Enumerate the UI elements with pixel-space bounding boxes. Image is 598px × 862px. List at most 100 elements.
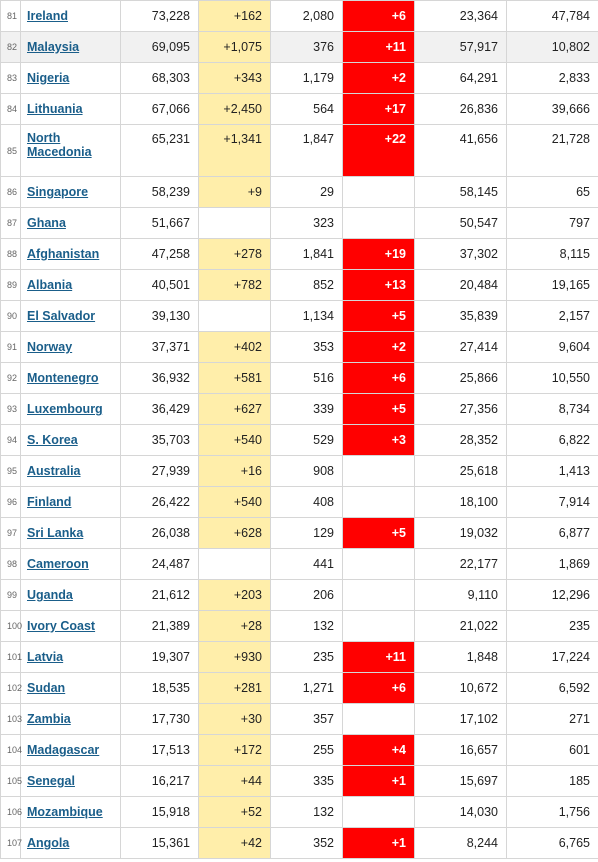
country-link[interactable]: Madagascar (27, 743, 100, 757)
new-deaths-cell (342, 548, 415, 580)
total-deaths-cell: 441 (270, 548, 343, 580)
recovered-cell: 8,244 (414, 827, 507, 859)
country-cell: North Macedonia (20, 124, 121, 177)
recovered-cell: 25,618 (414, 455, 507, 487)
new-deaths-cell: +13 (342, 269, 415, 301)
recovered-cell: 17,102 (414, 703, 507, 735)
rank-cell: 93 (0, 393, 21, 425)
country-link[interactable]: Nigeria (27, 71, 70, 85)
total-deaths-cell: 255 (270, 734, 343, 766)
total-deaths-cell: 1,271 (270, 672, 343, 704)
table-row: 91 Norway 37,371 +402 353 +2 27,414 9,604 (0, 331, 598, 363)
country-link[interactable]: Australia (27, 464, 81, 478)
total-deaths-cell: 516 (270, 362, 343, 394)
total-deaths-cell: 376 (270, 31, 343, 63)
total-deaths-cell: 1,841 (270, 238, 343, 270)
country-link[interactable]: Cameroon (27, 557, 89, 571)
country-link[interactable]: Angola (27, 836, 70, 850)
active-cases-cell: 17,224 (506, 641, 598, 673)
rank-cell: 91 (0, 331, 21, 363)
active-cases-cell: 6,592 (506, 672, 598, 704)
country-cell: Cameroon (20, 548, 121, 580)
country-cell: Angola (20, 827, 121, 859)
country-link[interactable]: Finland (27, 495, 72, 509)
rank-cell: 98 (0, 548, 21, 580)
total-deaths-cell: 1,179 (270, 62, 343, 94)
rank-cell: 89 (0, 269, 21, 301)
country-cell: Afghanistan (20, 238, 121, 270)
country-link[interactable]: S. Korea (27, 433, 78, 447)
country-link[interactable]: North Macedonia (27, 131, 92, 159)
rank-cell: 106 (0, 796, 22, 828)
country-cell: Albania (20, 269, 121, 301)
new-deaths-cell: +2 (342, 62, 415, 94)
new-cases-cell: +1,341 (198, 124, 271, 177)
country-cell: Latvia (20, 641, 121, 673)
country-link[interactable]: Zambia (27, 712, 71, 726)
table-row: 104 Madagascar 17,513 +172 255 +4 16,657 601 (0, 734, 598, 766)
table-row: 103 Zambia 17,730 +30 357 17,102 271 (0, 703, 598, 735)
new-deaths-cell (342, 176, 415, 208)
country-link[interactable]: Senegal (27, 774, 75, 788)
total-deaths-cell: 339 (270, 393, 343, 425)
rank-cell: 94 (0, 424, 21, 456)
active-cases-cell: 1,756 (506, 796, 598, 828)
country-link[interactable]: El Salvador (27, 309, 96, 323)
country-cell: Finland (20, 486, 121, 518)
rank-cell: 90 (0, 300, 21, 332)
table-row: 82 Malaysia 69,095 +1,075 376 +11 57,917 10,802 (0, 31, 598, 63)
recovered-cell: 26,836 (414, 93, 507, 125)
country-link[interactable]: Norway (27, 340, 73, 354)
new-deaths-cell: +22 (342, 124, 415, 177)
country-link[interactable]: Luxembourg (27, 402, 103, 416)
new-deaths-cell (342, 703, 415, 735)
table-row: 93 Luxembourg 36,429 +627 339 +5 27,356 8,734 (0, 393, 598, 425)
new-deaths-cell (342, 207, 415, 239)
rank-cell: 83 (0, 62, 21, 94)
country-link[interactable]: Singapore (27, 185, 89, 199)
country-cell: Sudan (20, 672, 121, 704)
recovered-cell: 23,364 (414, 0, 507, 32)
rank-cell: 86 (0, 176, 21, 208)
country-cell: Mozambique (20, 796, 121, 828)
total-deaths-cell: 129 (270, 517, 343, 549)
new-cases-cell: +162 (198, 0, 271, 32)
new-deaths-cell: +6 (342, 0, 415, 32)
country-link[interactable]: Mozambique (27, 805, 103, 819)
total-cases-cell: 24,487 (120, 548, 199, 580)
total-cases-cell: 21,612 (120, 579, 199, 611)
country-link[interactable]: Ghana (27, 216, 66, 230)
country-link[interactable]: Latvia (27, 650, 64, 664)
country-link[interactable]: Afghanistan (27, 247, 100, 261)
new-deaths-cell: +5 (342, 393, 415, 425)
country-cell: Zambia (20, 703, 121, 735)
table-row: 84 Lithuania 67,066 +2,450 564 +17 26,836 39,66… (0, 93, 598, 125)
table-row: 81 Ireland 73,228 +162 2,080 +6 23,364 47,784 (0, 0, 598, 32)
country-link[interactable]: Sri Lanka (27, 526, 84, 540)
table-row: 96 Finland 26,422 +540 408 18,100 7,914 (0, 486, 598, 518)
table-row: 94 S. Korea 35,703 +540 529 +3 28,352 6,822 (0, 424, 598, 456)
country-link[interactable]: Malaysia (27, 40, 80, 54)
country-link[interactable]: Uganda (27, 588, 73, 602)
country-link[interactable]: Ivory Coast (27, 619, 96, 633)
total-deaths-cell: 323 (270, 207, 343, 239)
recovered-cell: 27,356 (414, 393, 507, 425)
total-cases-cell: 19,307 (120, 641, 199, 673)
new-cases-cell: +1,075 (198, 31, 271, 63)
country-link[interactable]: Lithuania (27, 102, 83, 116)
country-link[interactable]: Montenegro (27, 371, 99, 385)
new-deaths-cell: +11 (342, 641, 415, 673)
total-cases-cell: 15,918 (120, 796, 199, 828)
country-link[interactable]: Sudan (27, 681, 66, 695)
total-cases-cell: 73,228 (120, 0, 199, 32)
country-link[interactable]: Albania (27, 278, 73, 292)
country-cell: El Salvador (20, 300, 121, 332)
table-row: 107 Angola 15,361 +42 352 +1 8,244 6,765 (0, 827, 598, 859)
total-deaths-cell: 29 (270, 176, 343, 208)
table-row: 99 Uganda 21,612 +203 206 9,110 12,296 (0, 579, 598, 611)
total-deaths-cell: 206 (270, 579, 343, 611)
country-link[interactable]: Ireland (27, 9, 68, 23)
active-cases-cell: 2,833 (506, 62, 598, 94)
country-cell: Montenegro (20, 362, 121, 394)
